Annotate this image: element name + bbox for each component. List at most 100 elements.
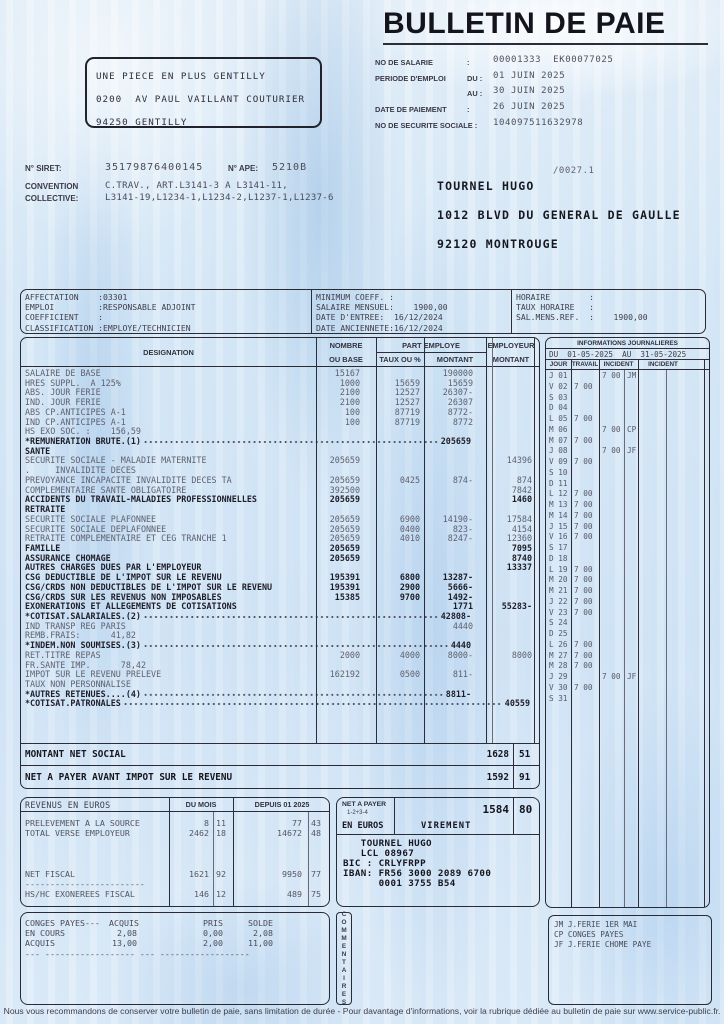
revenue-label <box>21 859 169 869</box>
cell-base <box>316 622 376 632</box>
cell-designation: HS EXO SOC. : 156,59 <box>25 426 141 437</box>
incident-hours-cell <box>599 532 624 543</box>
incident-hours-cell <box>599 565 624 576</box>
day-cell: M 27 <box>549 650 568 660</box>
incident2-cell <box>638 661 709 672</box>
paid-leave-col-solde: SOLDE <box>248 918 273 928</box>
cell-designation: SECURITE SOCIALE - MALADIE MATERNITE <box>25 455 207 466</box>
day-cell: L 19 <box>549 564 568 574</box>
header-field-separator: AU : <box>467 89 483 99</box>
table-row: SALAIRE DE BASE 15167 190000 <box>21 368 539 379</box>
daily-info-title: INFORMATIONS JOURNALIERES <box>546 338 709 349</box>
day-row: L 19 7 00 <box>546 565 709 576</box>
employment-line: HORAIRE : <box>516 292 594 302</box>
cell-base: 1000 <box>339 377 360 388</box>
ytd-cents: 75 <box>311 889 321 900</box>
incident-hours-cell <box>599 694 624 705</box>
incident2-cell <box>638 403 709 414</box>
ytd-cents <box>308 859 331 869</box>
month-euros <box>169 879 213 889</box>
incident-hours-cell <box>599 403 624 414</box>
incident-code-cell <box>624 618 638 629</box>
page-title: BULLETIN DE PAIE <box>383 7 666 40</box>
incident-hours-cell: 7 00 <box>602 446 621 456</box>
month-cents: 18 <box>216 828 226 839</box>
employee-address-block: TOURNEL HUGO 1012 BLVD DU GENERAL DE GAUL… <box>437 172 681 258</box>
cell-base: 195391 <box>329 572 360 583</box>
header-field-value: 01 JUIN 2025 <box>493 70 566 81</box>
incident-hours-cell <box>599 661 624 672</box>
cell-rate <box>376 427 424 437</box>
cell-rate: 0425 <box>399 474 420 485</box>
convention-labels: CONVENTION COLLECTIVE: <box>25 181 78 204</box>
incident-hours-cell <box>599 618 624 629</box>
incident2-cell <box>638 468 709 479</box>
ytd-euros: 489 <box>287 889 302 900</box>
cell-employee-amount: 13287- <box>442 572 473 583</box>
cell-rate: 4010 <box>399 533 420 544</box>
leave-spacer <box>275 928 329 938</box>
worked-hours-cell: 7 00 <box>574 650 593 660</box>
day-row: V 16 7 00 <box>546 532 709 543</box>
day-cell: L 12 <box>549 489 568 499</box>
cell-base: 205659 <box>329 533 360 544</box>
worked-hours-cell <box>571 403 599 414</box>
revenue-label: PRELEVEMENT A LA SOURCE <box>25 818 140 828</box>
header-field-row: AU : 30 JUIN 2025 <box>375 85 715 101</box>
table-row: IND TRANSP REG PARIS 4440 <box>21 621 539 632</box>
table-row: SECURITE SOCIALE DEPLAFONNEE 205659 0400 82… <box>21 524 539 535</box>
total-label: *INDEM.NON SOUMISES.(3) <box>25 640 141 651</box>
incident-code-cell <box>624 489 638 500</box>
table-row: *INDEM.NON SOUMISES.(3) 4440 <box>21 640 539 651</box>
net-before-tax-cents: 91 <box>519 772 531 783</box>
worked-hours-cell: 7 00 <box>574 564 593 574</box>
revenue-label: ------------------------ <box>25 879 145 890</box>
net-pay-currency: EN EUROS <box>342 821 384 831</box>
day-cell: V 02 <box>549 381 568 391</box>
day-cell: V 16 <box>549 532 568 542</box>
worked-hours-cell <box>571 618 599 629</box>
daily-info-panel: INFORMATIONS JOURNALIERES DU 01-05-2025 … <box>545 337 710 908</box>
cell-employee-amount: 26307- <box>442 387 473 398</box>
header-field-value: 104097511632978 <box>493 117 584 128</box>
cell-designation: . INVALIDITE DECES <box>25 465 136 476</box>
header-field-label: PERIODE D'EMPLOI <box>375 73 446 83</box>
cell-base: 15167 <box>334 368 360 378</box>
incident2-cell <box>638 425 709 436</box>
cell-rate <box>376 544 424 554</box>
incident-code-cell: CP <box>627 424 637 434</box>
table-row: TAUX NON PERSONNALISE <box>21 679 539 690</box>
table-row: HRES SUPPL. A 125% 1000 15659 15659 <box>21 377 539 389</box>
cell-designation: CSG/CRDS NON DEDUCTIBLES DE L'IMPOT SUR … <box>25 581 273 592</box>
cell-employee-amount <box>424 554 486 564</box>
header-field-row: NO DE SALARIE : 00001333 EK00077025 <box>375 54 715 70</box>
net-social-euros: 1628 <box>486 748 509 760</box>
dot-leader <box>142 437 439 447</box>
worked-hours-cell <box>571 468 599 479</box>
month-cents: 11 <box>216 818 226 828</box>
day-cell: M 07 <box>549 435 568 445</box>
day-cell: D 04 <box>549 403 568 413</box>
ytd-euros <box>233 838 308 848</box>
cell-employer-amount <box>486 379 538 389</box>
day-row: M 21 7 00 <box>546 586 709 597</box>
worked-hours-cell: 7 00 <box>574 381 593 391</box>
incident-code-cell <box>624 403 638 414</box>
cell-designation: EXONERATIONS ET ALLEGEMENTS DE COTISATIO… <box>25 601 237 612</box>
leave-pris: 2,00 <box>203 938 223 949</box>
incident-code-cell <box>624 500 638 511</box>
incident-code-cell <box>624 629 638 640</box>
incident-hours-cell <box>599 382 624 393</box>
day-row: S 24 <box>546 618 709 629</box>
title-rule <box>383 43 708 45</box>
incident-hours-cell <box>599 489 624 500</box>
day-row: M 28 7 00 <box>546 661 709 672</box>
convention-values: C.TRAV., ART.L3141-3 A L3141-11, L3141-19… <box>105 181 334 204</box>
day-column-divider <box>638 360 639 907</box>
month-euros <box>169 838 213 848</box>
header-ou-base: OU BASE <box>329 355 363 364</box>
month-cents <box>213 838 233 848</box>
cell-employer-amount <box>486 388 538 398</box>
day-row: J 22 7 00 <box>546 597 709 608</box>
revenue-row: PRELEVEMENT A LA SOURCE 8 11 77 43 <box>21 818 329 828</box>
